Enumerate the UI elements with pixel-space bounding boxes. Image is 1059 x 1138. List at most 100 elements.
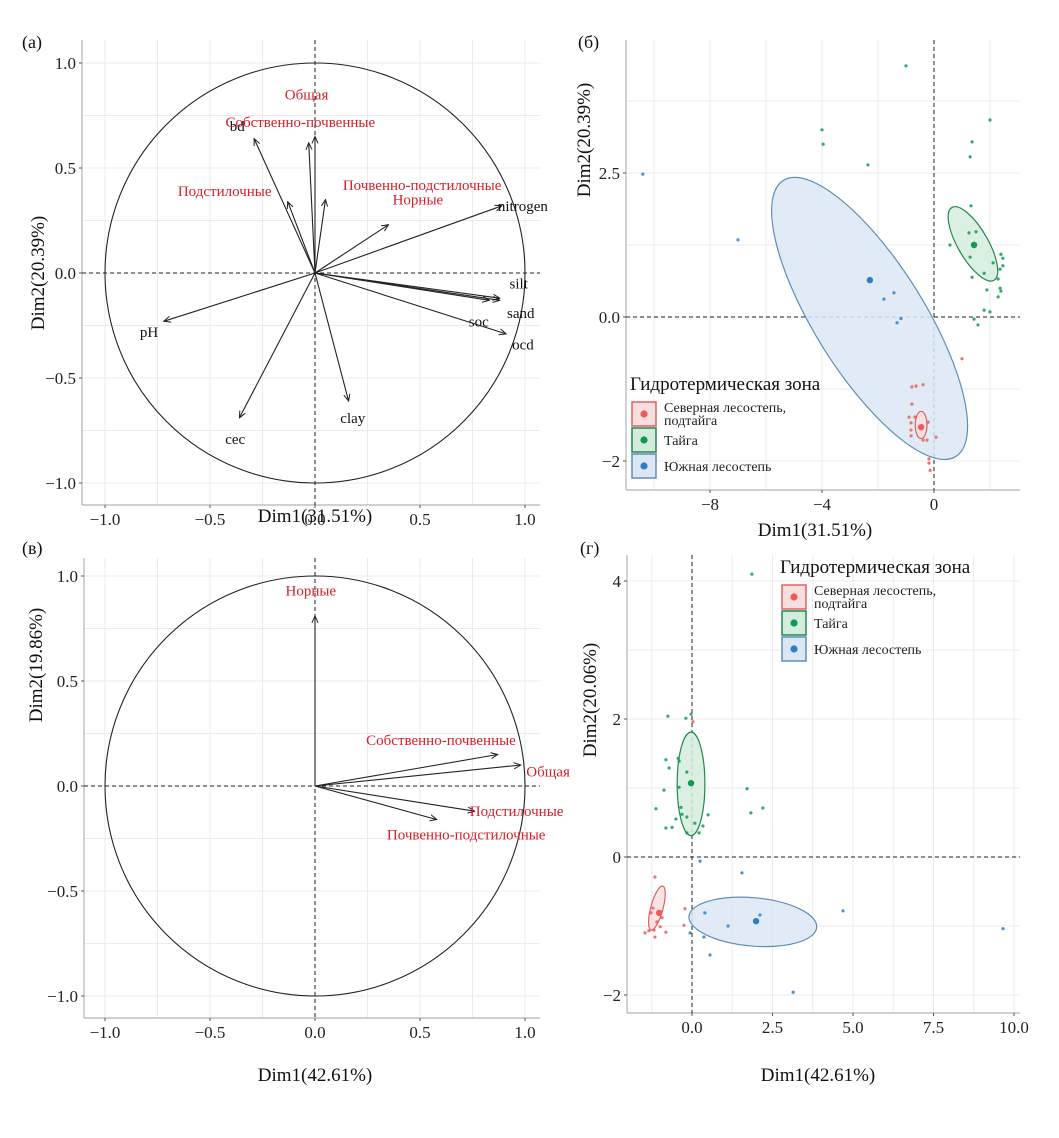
data-point — [791, 990, 795, 994]
data-point — [899, 316, 903, 321]
confidence-ellipse — [647, 885, 666, 931]
panel-label-b: (б) — [578, 32, 599, 53]
confidence-ellipse — [771, 176, 969, 461]
data-point — [745, 787, 749, 791]
vector-label: Норные — [285, 584, 336, 600]
data-point — [895, 321, 899, 325]
x-tick-label: 0 — [930, 495, 939, 514]
vector-arrow — [314, 272, 506, 334]
data-point — [685, 815, 689, 819]
group-centroid — [917, 423, 925, 431]
vector-label: silt — [510, 277, 529, 293]
y-tick-label: −1.0 — [47, 987, 78, 1006]
unit-circle — [104, 575, 526, 997]
legend-key-dot — [640, 462, 648, 470]
panel-v: (в) −1.0 −0.5 0.0 0.5 1.0 −1.0 −0.5 0.0 0.5 1.0 Н… — [22, 538, 570, 1086]
data-point — [910, 402, 914, 406]
data-point — [749, 811, 753, 815]
data-point — [909, 428, 913, 432]
ticks-a: −1.0 −0.5 0.0 0.5 1.0 −1.0 −0.5 0.0 0.5 1.0 — [45, 54, 535, 529]
data-point — [684, 716, 688, 720]
x-tick-label: 2.5 — [762, 1018, 783, 1037]
data-point — [679, 805, 683, 809]
vector-label: Почвенно-подстилочные — [343, 178, 502, 194]
data-point — [882, 297, 886, 301]
data-point — [664, 930, 668, 934]
data-point — [703, 911, 707, 915]
data-point — [670, 825, 674, 829]
x-tick-label: −1.0 — [90, 1023, 121, 1042]
legend-key-dot — [790, 593, 798, 601]
data-point — [925, 438, 929, 442]
vector-label: ocd — [512, 337, 534, 353]
legend-title: Гидротермическая зона — [630, 374, 821, 395]
data-point — [904, 64, 908, 68]
x-tick-label: 0.0 — [304, 1023, 325, 1042]
y-tick-label: 0.0 — [57, 777, 78, 796]
legend-key-dot — [640, 410, 648, 418]
vector-arrow — [254, 139, 316, 274]
data-point — [968, 255, 972, 259]
vector-arrow — [288, 202, 316, 274]
data-point — [674, 817, 678, 821]
data-point — [667, 766, 671, 770]
legend-key-dot — [790, 645, 798, 653]
x-axis-title-a: Dim1(31.51%) — [258, 506, 373, 527]
legend-key — [781, 584, 807, 610]
group-centroid — [970, 241, 978, 249]
data-point — [948, 243, 952, 247]
data-point — [706, 813, 710, 817]
data-point — [658, 925, 662, 929]
data-point — [969, 204, 973, 208]
data-point — [866, 163, 870, 167]
data-point — [921, 438, 925, 442]
x-tick-label: 7.5 — [923, 1018, 944, 1037]
data-point — [685, 831, 689, 835]
x-tick-label: 0.0 — [304, 510, 325, 529]
data-point — [693, 821, 697, 825]
x-tick-label: −0.5 — [195, 510, 226, 529]
data-point — [682, 923, 686, 927]
data-point — [967, 231, 971, 235]
legend-label: Южная лесостепь — [664, 460, 771, 475]
panel-label-v: (в) — [22, 538, 43, 559]
vector-label: Норные — [393, 193, 444, 209]
data-point — [689, 712, 693, 716]
y-tick-label: 0.0 — [599, 308, 620, 327]
x-tick-label: −0.5 — [195, 1023, 226, 1042]
data-point — [655, 920, 659, 924]
data-point — [758, 913, 762, 917]
data-point — [654, 807, 658, 811]
vector-arrow — [314, 225, 389, 274]
x-tick-label: 1.0 — [514, 510, 535, 529]
x-tick-label: 10.0 — [999, 1018, 1029, 1037]
x-tick-label: 1.0 — [514, 1023, 535, 1042]
data-point — [909, 421, 913, 425]
y-axis-title-b: Dim2(20.39%) — [574, 83, 595, 198]
vector-label: Собственно-почвенные — [366, 733, 516, 749]
group-centroid — [866, 276, 874, 284]
x-axis-title-g: Dim1(42.61%) — [761, 1065, 876, 1086]
data-point — [914, 384, 918, 388]
vector-arrow — [314, 785, 475, 811]
legend-label: Тайга — [664, 434, 699, 449]
data-point — [726, 924, 730, 928]
y-tick-label: −1.0 — [45, 474, 76, 493]
data-point — [1001, 256, 1005, 260]
data-point — [660, 916, 664, 920]
legend-label-line2: подтайга — [814, 597, 868, 612]
vector-label: pH — [140, 325, 159, 341]
data-point — [927, 461, 931, 465]
grid-v — [83, 558, 540, 1019]
ticks-b: −8 −4 0 −2 0.0 2.5 — [599, 164, 939, 514]
panel-a: (a) −1.0 −0.5 0.0 0.5 1.0 −1.0 −0.5 0.0 0.5 1.0 b… — [22, 32, 548, 529]
legend-key — [631, 427, 657, 453]
data-point — [736, 238, 740, 242]
vector-arrow — [314, 765, 521, 787]
data-point — [664, 826, 668, 830]
vector-arrow — [309, 143, 316, 274]
data-point — [1001, 927, 1005, 931]
x-tick-label: 5.0 — [842, 1018, 863, 1037]
y-tick-label: −0.5 — [47, 882, 78, 901]
legend-g: Гидротермическая зона Северная лесостепь,… — [780, 557, 971, 662]
